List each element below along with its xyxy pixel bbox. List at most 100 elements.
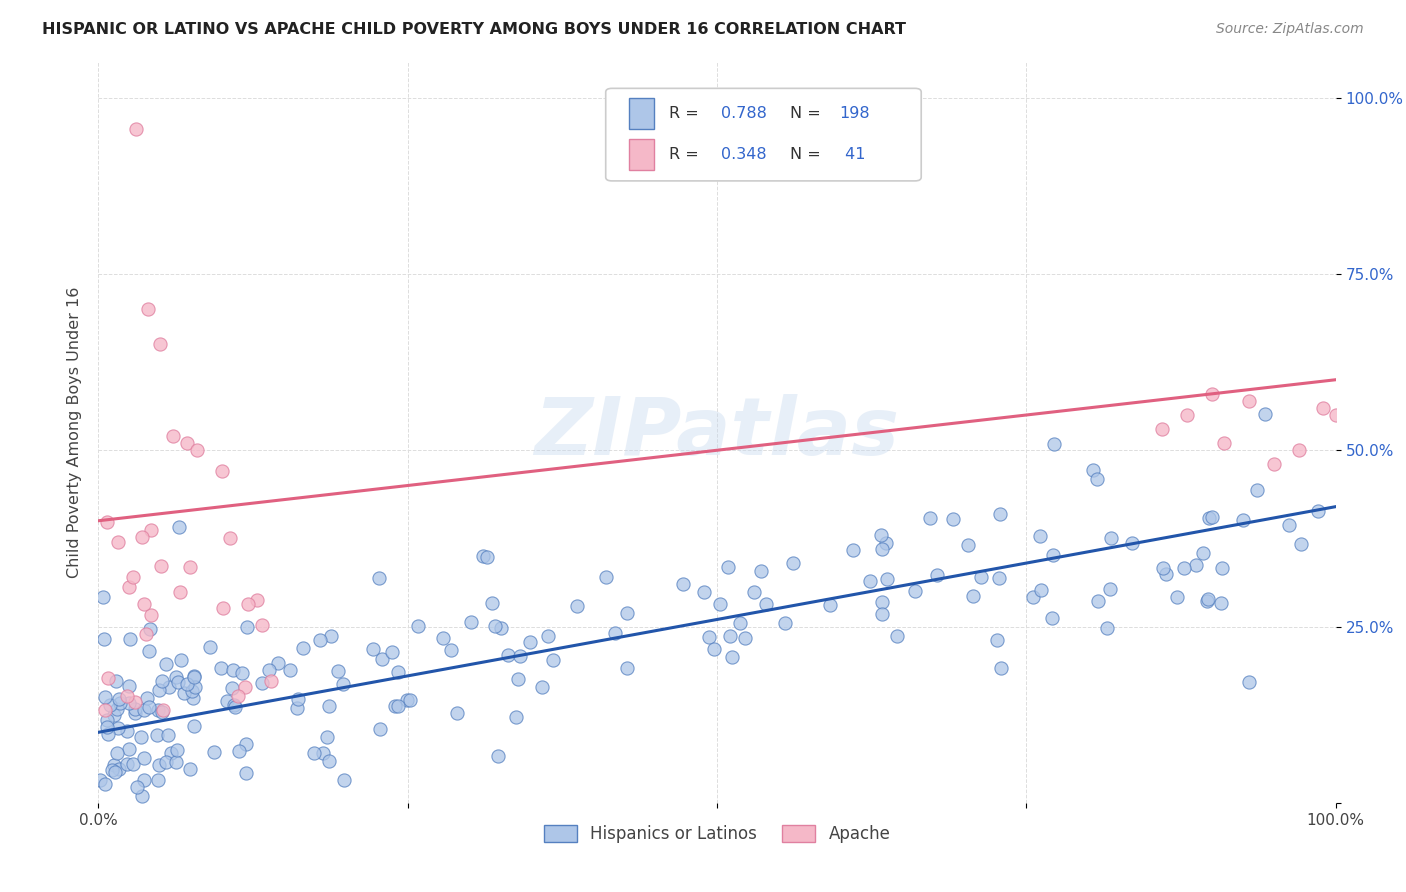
FancyBboxPatch shape	[630, 138, 654, 169]
Point	[942, 512, 965, 526]
Point	[146, 773, 169, 788]
Point	[925, 567, 948, 582]
Point	[1097, 621, 1119, 635]
Point	[141, 608, 163, 623]
Point	[231, 665, 253, 680]
Point	[841, 543, 863, 558]
Point	[238, 597, 260, 611]
Point	[616, 606, 638, 620]
Point	[93, 632, 115, 647]
Point	[107, 535, 129, 549]
Point	[146, 728, 169, 742]
Point	[122, 757, 145, 772]
Point	[730, 615, 752, 630]
Point	[1237, 675, 1260, 690]
Point	[97, 671, 120, 685]
Point	[1098, 582, 1121, 596]
Point	[224, 700, 246, 714]
Point	[432, 632, 454, 646]
Point	[1173, 560, 1195, 574]
Point	[135, 691, 157, 706]
Point	[235, 620, 257, 634]
Point	[717, 559, 740, 574]
Point	[96, 515, 118, 529]
Point	[565, 599, 588, 613]
Point	[381, 645, 404, 659]
Point	[118, 632, 141, 647]
Point	[870, 595, 893, 609]
Point	[183, 670, 205, 684]
Point	[101, 763, 124, 777]
Point	[1312, 401, 1334, 415]
Point	[165, 755, 187, 769]
Point	[96, 713, 118, 727]
Point	[537, 629, 560, 643]
Point	[267, 656, 290, 670]
Point	[134, 598, 156, 612]
Text: R =: R =	[669, 147, 699, 161]
Point	[1254, 407, 1277, 421]
Point	[318, 754, 340, 768]
Point	[129, 730, 152, 744]
Point	[179, 762, 201, 776]
Point	[219, 531, 242, 545]
Point	[318, 698, 340, 713]
Point	[105, 746, 128, 760]
Point	[278, 663, 301, 677]
Point	[370, 652, 392, 666]
Point	[333, 772, 356, 787]
Point	[131, 789, 153, 803]
Point	[755, 597, 778, 611]
Point	[103, 757, 125, 772]
Point	[1211, 561, 1233, 575]
Point	[1232, 513, 1254, 527]
Point	[472, 549, 495, 564]
Point	[1289, 537, 1312, 551]
Point	[179, 559, 201, 574]
Point	[990, 660, 1012, 674]
Point	[505, 710, 527, 724]
Point	[1278, 518, 1301, 533]
Point	[1152, 422, 1174, 436]
Point	[988, 571, 1011, 585]
Point	[260, 673, 283, 688]
Point	[124, 702, 146, 716]
Point	[1042, 548, 1064, 562]
Point	[1166, 591, 1188, 605]
Point	[387, 665, 409, 679]
Point	[157, 680, 180, 694]
Point	[699, 631, 721, 645]
Point	[165, 670, 187, 684]
Point	[132, 751, 155, 765]
Point	[141, 524, 163, 538]
Point	[672, 576, 695, 591]
Point	[235, 681, 257, 695]
Point	[209, 661, 232, 675]
Point	[395, 693, 418, 707]
Point	[98, 698, 121, 712]
Point	[734, 631, 756, 645]
Point	[222, 698, 245, 712]
Point	[530, 680, 553, 694]
Point	[169, 585, 191, 599]
Point	[287, 691, 309, 706]
Point	[886, 629, 908, 643]
Point	[1099, 531, 1122, 545]
Point	[361, 642, 384, 657]
Point	[134, 773, 156, 788]
Point	[135, 627, 157, 641]
Point	[1185, 558, 1208, 572]
Point	[603, 625, 626, 640]
Point	[146, 703, 169, 717]
Point	[104, 764, 127, 779]
Point	[384, 698, 406, 713]
Point	[211, 464, 233, 478]
Point	[149, 337, 172, 351]
Point	[166, 743, 188, 757]
Point	[148, 758, 170, 772]
Point	[406, 619, 429, 633]
Point	[460, 615, 482, 630]
Point	[117, 723, 139, 738]
Point	[481, 596, 503, 610]
Text: 0.348: 0.348	[721, 147, 766, 161]
